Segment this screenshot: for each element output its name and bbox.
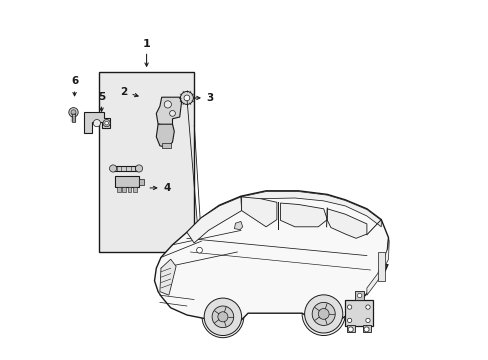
Bar	[122, 187, 126, 192]
Circle shape	[218, 312, 227, 322]
Bar	[72, 112, 75, 122]
Circle shape	[357, 293, 361, 298]
Polygon shape	[366, 238, 388, 295]
Circle shape	[69, 108, 78, 117]
Bar	[377, 252, 384, 281]
Circle shape	[109, 165, 117, 172]
Circle shape	[347, 318, 351, 323]
Circle shape	[164, 101, 171, 108]
Circle shape	[318, 309, 328, 319]
Bar	[362, 325, 370, 332]
Bar	[133, 187, 137, 192]
Text: 5: 5	[98, 91, 105, 111]
Bar	[127, 187, 131, 192]
Circle shape	[304, 295, 342, 333]
Circle shape	[365, 305, 369, 309]
Circle shape	[302, 292, 345, 336]
Circle shape	[183, 95, 189, 101]
Circle shape	[365, 318, 369, 323]
Text: 3: 3	[195, 93, 214, 103]
Circle shape	[363, 327, 368, 332]
Polygon shape	[326, 209, 366, 238]
Circle shape	[196, 247, 202, 253]
Polygon shape	[84, 112, 110, 133]
Circle shape	[347, 327, 352, 332]
Circle shape	[93, 120, 101, 127]
Text: 7: 7	[369, 264, 388, 274]
Circle shape	[104, 121, 108, 125]
Polygon shape	[156, 97, 181, 133]
Bar	[344, 300, 373, 326]
Polygon shape	[186, 197, 241, 243]
Text: 6: 6	[71, 76, 78, 96]
Bar	[115, 176, 139, 187]
Text: 1: 1	[142, 39, 150, 66]
Polygon shape	[280, 203, 326, 227]
Text: 4: 4	[150, 183, 170, 193]
Circle shape	[202, 296, 244, 338]
Bar	[355, 291, 364, 300]
Bar	[139, 179, 143, 185]
Circle shape	[103, 120, 110, 127]
Bar	[117, 187, 121, 192]
Circle shape	[135, 165, 142, 172]
Polygon shape	[241, 197, 276, 227]
Circle shape	[71, 110, 76, 115]
Circle shape	[204, 298, 241, 336]
Circle shape	[180, 91, 193, 104]
Text: 2: 2	[120, 87, 138, 97]
Polygon shape	[234, 221, 242, 230]
Circle shape	[311, 302, 335, 325]
Polygon shape	[160, 259, 176, 295]
Circle shape	[212, 306, 233, 328]
Bar	[99, 72, 194, 252]
Circle shape	[169, 111, 175, 116]
Bar	[162, 143, 170, 148]
Circle shape	[347, 305, 351, 309]
Bar	[346, 325, 354, 332]
Bar	[113, 166, 139, 171]
Polygon shape	[241, 192, 381, 227]
Polygon shape	[154, 191, 387, 326]
Polygon shape	[156, 124, 174, 148]
